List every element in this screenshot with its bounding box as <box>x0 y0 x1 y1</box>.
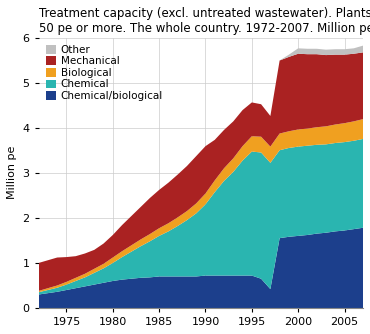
Text: Treatment capacity (excl. untreated wastewater). Plants
50 pe or more. The whole: Treatment capacity (excl. untreated wast… <box>38 7 370 35</box>
Legend: Other, Mechanical, Biological, Chemical, Chemical/biological: Other, Mechanical, Biological, Chemical,… <box>44 43 165 103</box>
Y-axis label: Million pe: Million pe <box>7 146 17 199</box>
